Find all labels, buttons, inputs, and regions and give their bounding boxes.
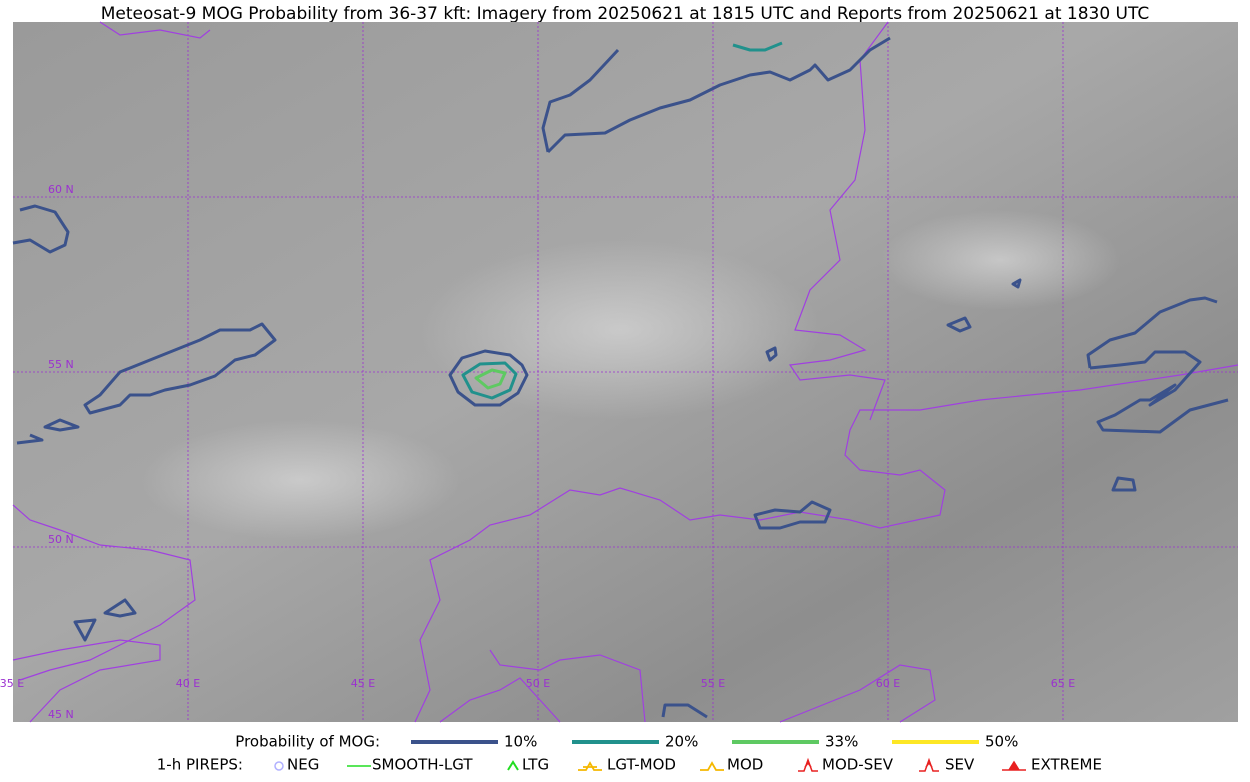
lon-label: 55 E — [701, 677, 725, 690]
lon-label: 65 E — [1051, 677, 1075, 690]
legend-label: LTG — [522, 756, 549, 774]
lat-label: 45 N — [48, 708, 74, 721]
legend-icon — [798, 757, 818, 772]
legend-icon — [700, 761, 724, 771]
coastline — [779, 664, 936, 723]
contour-10 — [541, 48, 620, 153]
contour-10 — [765, 278, 1022, 362]
contour-33 — [474, 368, 507, 390]
contour-10 — [12, 204, 70, 254]
legend-label: 10% — [504, 733, 537, 751]
legend-label: SEV — [945, 756, 975, 774]
map: 60 N 55 N 50 N 45 N 35 E 40 E 45 E 50 E 55 E 60 E… — [0, 21, 1239, 723]
legend-label: SMOOTH-LGT — [372, 756, 473, 774]
legend-title: Probability of MOG: — [235, 733, 380, 751]
legend-icon — [919, 757, 939, 772]
contour-20 — [461, 361, 518, 400]
coastline — [12, 639, 161, 723]
contour-10 — [546, 36, 891, 154]
cloud-area — [880, 210, 1120, 310]
legend-label: 20% — [665, 733, 698, 751]
coastline — [439, 677, 561, 723]
contour-10 — [1086, 296, 1218, 369]
title: Meteosat-9 MOG Probability from 36-37 kf… — [101, 4, 1150, 24]
lon-label: 35 E — [0, 677, 24, 690]
coastline — [788, 21, 889, 421]
coastline — [99, 21, 211, 39]
legend-label: 33% — [825, 733, 858, 751]
lat-label: 55 N — [48, 358, 74, 371]
contour-10 — [448, 349, 529, 407]
legend: Probability of MOG: 1-h PIREPS: 10% 20% 33… — [157, 733, 1102, 774]
lon-label: 40 E — [176, 677, 200, 690]
legend-label: LGT-MOD — [607, 756, 676, 774]
contour-20 — [732, 41, 783, 52]
contour-10 — [83, 322, 277, 415]
contour-10 — [16, 418, 80, 445]
coastline — [12, 504, 196, 681]
legend-label: MOD-SEV — [822, 756, 894, 774]
lat-label: 60 N — [48, 183, 74, 196]
cloud-area — [420, 240, 820, 420]
lon-label: 60 E — [876, 677, 900, 690]
lon-label: 45 E — [351, 677, 375, 690]
contour-10 — [1111, 476, 1137, 492]
contour-10 — [753, 500, 832, 530]
contour-10 — [1089, 350, 1229, 434]
lon-label: 50 E — [526, 677, 550, 690]
legend-label: NEG — [287, 756, 319, 774]
contour-10 — [73, 598, 137, 642]
coastline — [489, 649, 646, 723]
legend-label: MOD — [727, 756, 763, 774]
probability-contours — [12, 36, 1229, 719]
legend-icon — [274, 761, 284, 771]
cloud-area — [140, 420, 460, 540]
legend-icon — [507, 760, 519, 771]
legend-icon — [1002, 760, 1026, 771]
lat-label: 50 N — [48, 533, 74, 546]
legend-icon — [578, 761, 602, 771]
legend-label: EXTREME — [1031, 756, 1102, 774]
legend-title: 1-h PIREPS: — [157, 756, 243, 774]
legend-label: 50% — [985, 733, 1018, 751]
contour-10 — [661, 703, 708, 719]
graticule: 60 N 55 N 50 N 45 N 35 E 40 E 45 E 50 E 55 E 60 E… — [0, 22, 1238, 722]
